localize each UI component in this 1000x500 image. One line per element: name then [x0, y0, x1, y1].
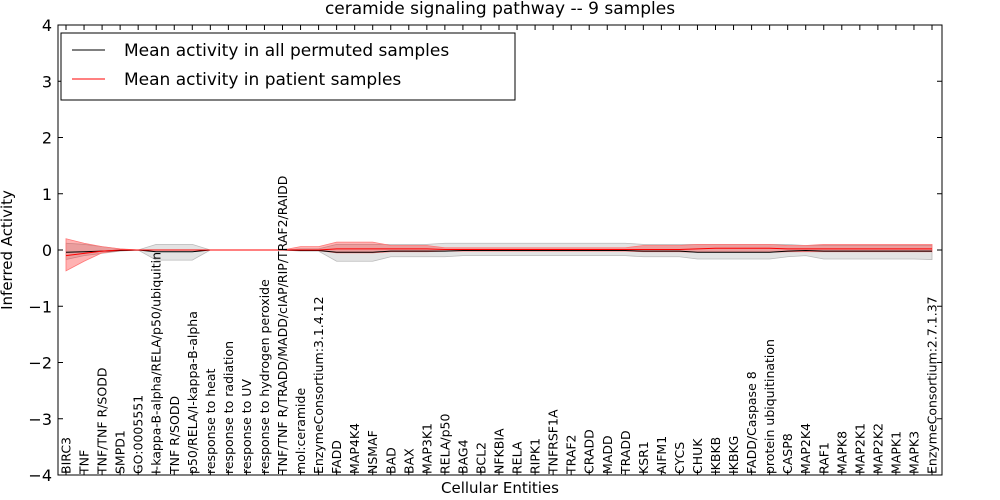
- x-tick-label: BAD: [383, 447, 398, 474]
- x-tick-label: EnzymeConsortium:3.1.4.12: [311, 296, 326, 474]
- x-tick-label: TNF/TNF R/SODD: [95, 368, 110, 475]
- x-tick-label: TRAF2: [564, 434, 579, 475]
- y-tick-label: 1: [42, 185, 52, 204]
- x-tick-label: TNFRSF1A: [546, 409, 561, 475]
- x-tick-label: RIPK1: [528, 438, 543, 474]
- x-tick-label: IKBKG: [726, 436, 741, 474]
- x-tick-label: response to hydrogen peroxide: [257, 279, 272, 474]
- x-tick-label: IKBKB: [708, 437, 723, 474]
- y-tick-label: 3: [42, 72, 52, 91]
- x-tick-label: MADD: [600, 435, 615, 474]
- legend-label-permuted: Mean activity in all permuted samples: [124, 41, 449, 61]
- y-tick-label: 0: [42, 241, 52, 260]
- series-lines: [65, 247, 932, 257]
- x-tick-label: CHUK: [690, 438, 705, 474]
- legend: Mean activity in all permuted samples Me…: [60, 32, 516, 101]
- x-tick-label: TRADD: [618, 430, 633, 475]
- x-tick-label: CYCS: [672, 442, 687, 474]
- x-tick-label: CASP8: [780, 433, 795, 474]
- x-tick-label: CRADD: [582, 429, 597, 474]
- x-tick-label: MAPK8: [834, 431, 849, 474]
- x-tick-label: TNF R/SODD: [167, 396, 182, 475]
- x-tick-label: MAP2K2: [870, 423, 885, 474]
- y-tick-label: −1: [28, 297, 52, 316]
- confidence-bands: [65, 238, 933, 272]
- y-ticks: −4 −3 −2 −1 0 1 2 3 4: [28, 16, 942, 485]
- y-axis-label: Inferred Activity: [0, 190, 16, 310]
- x-tick-label: protein ubiquitination: [762, 339, 777, 474]
- x-tick-label: response to radiation: [221, 341, 236, 474]
- y-tick-label: −2: [28, 354, 52, 373]
- x-tick-label: BCL2: [473, 442, 488, 474]
- x-tick-label: FADD/Caspase 8: [744, 371, 759, 474]
- legend-box: [60, 32, 516, 101]
- x-tick-label: SMPD1: [113, 430, 128, 474]
- band-patient: [65, 238, 933, 272]
- y-tick-label: 2: [42, 129, 52, 148]
- x-tick-label: BAX: [401, 448, 416, 474]
- x-tick-label: NFKBIA: [492, 428, 507, 474]
- legend-label-patient: Mean activity in patient samples: [124, 70, 401, 90]
- x-tick-label: MAPK1: [888, 431, 903, 474]
- x-tick-label: response to heat: [203, 368, 218, 474]
- chart-title: ceramide signaling pathway -- 9 samples: [325, 0, 675, 19]
- x-tick-label: TNF/TNF R/TRADD/MADD/cIAP/RIP/TRAF2/RAID…: [275, 176, 290, 475]
- x-tick-label: MAP3K1: [419, 423, 434, 474]
- x-tick-label: AIFM1: [654, 436, 669, 474]
- x-tick-label: MAP2K1: [852, 423, 867, 474]
- band-permuted: [65, 242, 933, 262]
- series-line-patient: [65, 247, 932, 257]
- x-tick-label: FADD: [329, 440, 344, 474]
- x-tick-label: KSR1: [636, 441, 651, 474]
- y-tick-label: −4: [28, 466, 52, 485]
- x-tick-label: BAG4: [455, 439, 470, 474]
- y-tick-label: −3: [28, 410, 52, 429]
- x-tick-label: response to UV: [239, 379, 254, 474]
- x-tick-label: EnzymeConsortium:2.7.1.37: [925, 296, 940, 474]
- x-tick-label: TNF: [77, 450, 92, 475]
- y-tick-label: 4: [42, 16, 52, 35]
- x-tick-label: MAP2K4: [798, 423, 813, 474]
- x-tick-label: p50/RELA/I-kappa-B-alpha: [185, 311, 200, 474]
- x-tick-label: RELA/p50: [437, 414, 452, 474]
- x-tick-label: RELA: [510, 441, 525, 474]
- x-tick-label: GO:0005551: [131, 395, 146, 474]
- x-tick-label: MAP4K4: [347, 423, 362, 474]
- x-tick-label: mol:ceramide: [293, 388, 308, 474]
- x-tick-label: RAF1: [816, 442, 831, 474]
- x-tick-label: NSMAF: [365, 430, 380, 474]
- x-tick-label: BIRC3: [59, 437, 74, 474]
- x-tick-label: MAPK3: [906, 431, 921, 474]
- x-tick-label: I-kappa-B-alpha/RELA/p50/ubiquitin: [149, 252, 164, 474]
- x-ticks: BIRC3 TNF TNF/TNF R/SODD SMPD1 GO:0005551 I-k…: [59, 25, 940, 475]
- x-axis-label: Cellular Entities: [441, 479, 559, 497]
